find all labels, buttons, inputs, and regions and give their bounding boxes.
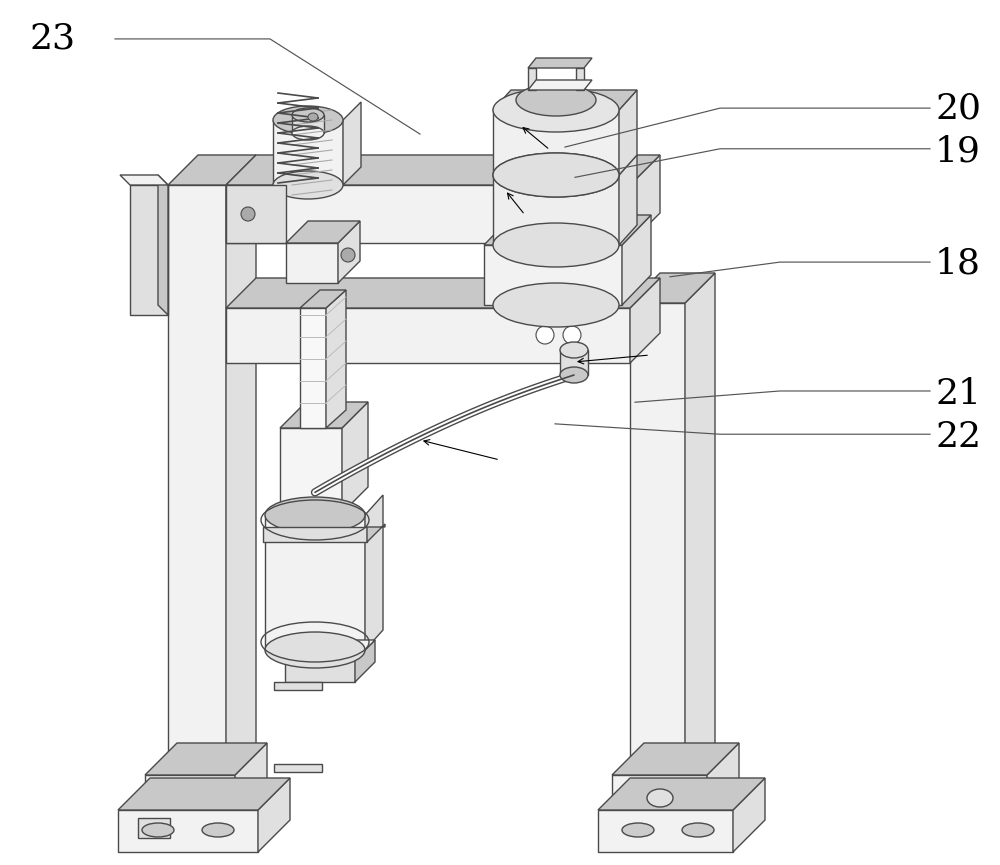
Polygon shape xyxy=(528,58,592,68)
Ellipse shape xyxy=(516,84,596,116)
Text: 22: 22 xyxy=(935,420,981,454)
Polygon shape xyxy=(367,524,385,542)
Ellipse shape xyxy=(202,823,234,837)
Ellipse shape xyxy=(682,823,714,837)
Bar xyxy=(285,660,355,682)
Polygon shape xyxy=(493,90,637,110)
Bar xyxy=(226,185,286,243)
Polygon shape xyxy=(342,402,368,513)
Ellipse shape xyxy=(265,632,365,668)
Text: 23: 23 xyxy=(30,22,76,56)
Bar xyxy=(138,818,170,838)
Bar xyxy=(286,243,338,283)
Ellipse shape xyxy=(493,88,619,132)
Bar xyxy=(300,308,326,428)
Polygon shape xyxy=(733,778,765,852)
Bar xyxy=(598,810,733,852)
Polygon shape xyxy=(619,155,637,245)
Polygon shape xyxy=(355,640,375,682)
Polygon shape xyxy=(598,778,765,810)
Polygon shape xyxy=(528,80,592,90)
Bar xyxy=(292,115,324,133)
Bar xyxy=(274,764,322,772)
Bar xyxy=(612,775,707,810)
Polygon shape xyxy=(343,102,361,185)
Bar xyxy=(280,428,342,513)
Polygon shape xyxy=(258,778,290,852)
Bar xyxy=(263,527,367,542)
Polygon shape xyxy=(226,278,660,308)
Text: 19: 19 xyxy=(935,134,981,169)
Bar xyxy=(493,110,619,175)
Ellipse shape xyxy=(493,153,619,197)
Polygon shape xyxy=(707,743,739,810)
Polygon shape xyxy=(622,215,651,305)
Bar xyxy=(274,682,322,690)
Polygon shape xyxy=(528,68,536,90)
Polygon shape xyxy=(226,155,660,185)
Polygon shape xyxy=(158,175,168,315)
Ellipse shape xyxy=(560,367,588,383)
Ellipse shape xyxy=(308,113,318,121)
Bar xyxy=(630,303,685,775)
Polygon shape xyxy=(280,402,368,428)
Polygon shape xyxy=(365,495,383,650)
Polygon shape xyxy=(286,221,360,243)
Text: 21: 21 xyxy=(935,376,981,411)
Polygon shape xyxy=(576,68,584,90)
Text: 20: 20 xyxy=(935,91,981,125)
Ellipse shape xyxy=(493,153,619,197)
Polygon shape xyxy=(685,273,715,775)
Polygon shape xyxy=(326,290,346,428)
Ellipse shape xyxy=(536,326,554,344)
Polygon shape xyxy=(630,273,715,303)
Ellipse shape xyxy=(622,823,654,837)
Bar xyxy=(560,350,588,375)
Bar xyxy=(226,185,630,243)
Polygon shape xyxy=(484,215,651,245)
Polygon shape xyxy=(226,155,256,775)
Ellipse shape xyxy=(493,223,619,267)
Ellipse shape xyxy=(142,823,174,837)
Polygon shape xyxy=(630,278,660,363)
Ellipse shape xyxy=(560,342,588,358)
Polygon shape xyxy=(612,743,739,775)
Ellipse shape xyxy=(273,106,343,134)
Polygon shape xyxy=(338,221,360,283)
Bar xyxy=(226,308,630,363)
Bar xyxy=(484,245,622,305)
Bar xyxy=(493,175,619,245)
Polygon shape xyxy=(619,90,637,175)
Ellipse shape xyxy=(647,789,673,807)
Polygon shape xyxy=(145,743,267,775)
Polygon shape xyxy=(168,155,256,185)
Ellipse shape xyxy=(241,207,255,221)
Ellipse shape xyxy=(292,108,324,122)
Bar xyxy=(145,775,235,810)
Polygon shape xyxy=(118,778,290,810)
Bar xyxy=(168,185,226,775)
Bar xyxy=(265,515,365,650)
Ellipse shape xyxy=(563,326,581,344)
Ellipse shape xyxy=(273,171,343,199)
Ellipse shape xyxy=(292,126,324,140)
Bar xyxy=(118,810,258,852)
Bar xyxy=(273,120,343,185)
Polygon shape xyxy=(630,155,660,243)
Bar xyxy=(130,185,168,315)
Ellipse shape xyxy=(265,497,365,533)
Ellipse shape xyxy=(341,248,355,262)
Polygon shape xyxy=(120,175,168,185)
Ellipse shape xyxy=(493,283,619,327)
Polygon shape xyxy=(285,640,375,660)
Polygon shape xyxy=(235,743,267,810)
Text: 18: 18 xyxy=(935,247,981,281)
Polygon shape xyxy=(300,290,346,308)
